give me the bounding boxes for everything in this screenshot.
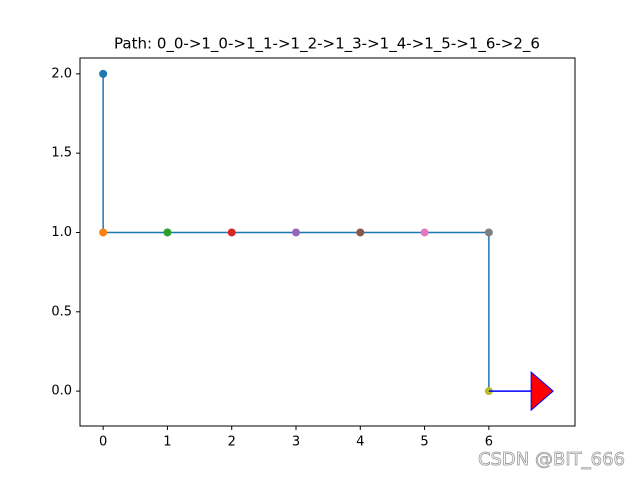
y-tick-label: 0.5 xyxy=(51,304,72,319)
x-tick-label: 5 xyxy=(420,435,428,450)
watermark: CSDN @BIT_666 xyxy=(478,449,625,470)
chart-title: Path: 0_0->1_0->1_1->1_2->1_3->1_4->1_5-… xyxy=(114,35,540,54)
y-tick-label: 1.5 xyxy=(51,146,72,161)
point-marker xyxy=(227,228,236,237)
x-tick-label: 0 xyxy=(99,435,107,450)
point-marker xyxy=(99,228,108,237)
x-tick-label: 4 xyxy=(356,435,364,450)
x-tick-label: 6 xyxy=(485,435,493,450)
y-tick-label: 0.0 xyxy=(51,384,72,399)
x-tick-label: 2 xyxy=(228,435,236,450)
plot-frame xyxy=(79,57,576,427)
x-tick-label: 3 xyxy=(292,435,300,450)
point-marker xyxy=(163,228,172,237)
arrow-head xyxy=(530,371,554,412)
x-tick-label: 1 xyxy=(163,435,171,450)
point-marker xyxy=(420,228,429,237)
point-marker xyxy=(356,228,365,237)
point-marker xyxy=(292,228,300,237)
y-tick-label: 1.0 xyxy=(51,225,72,240)
point-marker xyxy=(99,69,108,78)
point-marker xyxy=(484,228,493,237)
y-tick-label: 2.0 xyxy=(51,66,72,81)
